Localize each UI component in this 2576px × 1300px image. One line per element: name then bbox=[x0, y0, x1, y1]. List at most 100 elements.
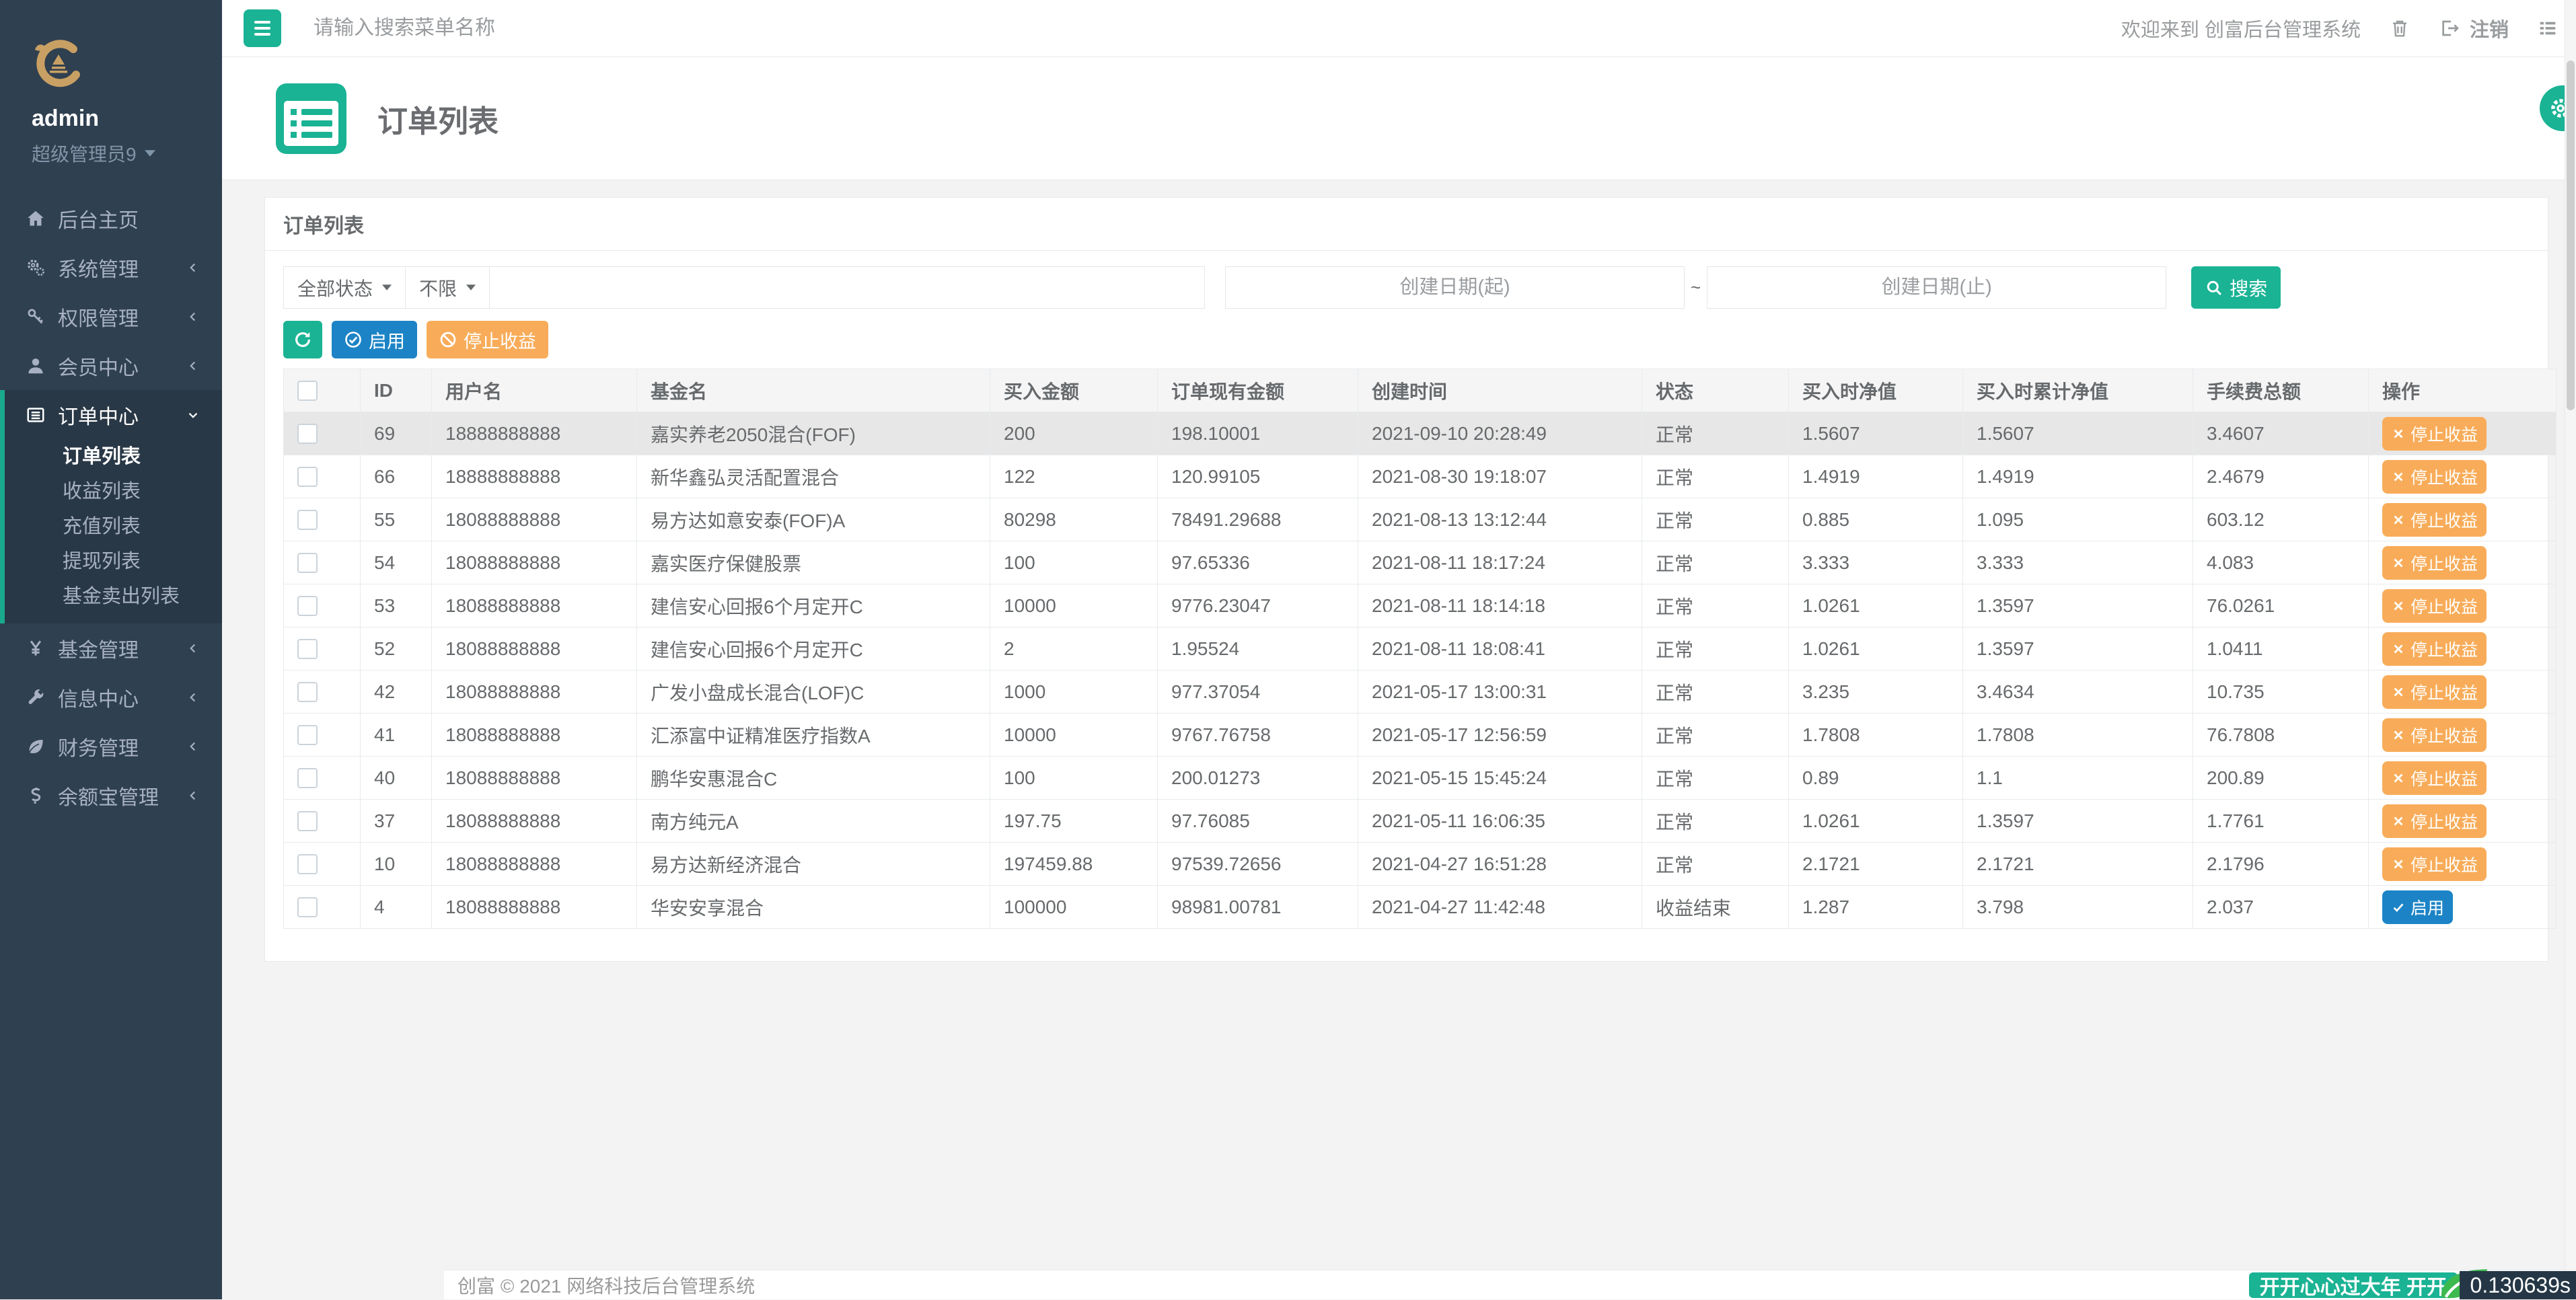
sidebar-item-fund[interactable]: 基金管理 bbox=[5, 623, 222, 673]
row-checkbox[interactable] bbox=[297, 681, 318, 702]
cell-current_amount: 198.10001 bbox=[1157, 412, 1358, 455]
cell-buy_amount: 122 bbox=[990, 455, 1158, 498]
row-checkbox[interactable] bbox=[297, 767, 318, 788]
row-stop-profit-button[interactable]: 停止收益 bbox=[2382, 416, 2487, 451]
sidebar-item-yuebao[interactable]: 余额宝管理 bbox=[5, 771, 222, 820]
vertical-scrollbar[interactable] bbox=[2565, 0, 2576, 1299]
stop-profit-button[interactable]: 停止收益 bbox=[427, 321, 548, 358]
sidebar-item-member[interactable]: 会员中心 bbox=[5, 341, 222, 390]
select-all-checkbox[interactable] bbox=[297, 380, 318, 401]
sidebar-subitem-profit-list[interactable]: 收益列表 bbox=[63, 481, 141, 502]
cell-status: 正常 bbox=[1642, 756, 1789, 800]
row-stop-profit-button[interactable]: 停止收益 bbox=[2382, 675, 2487, 709]
x-icon bbox=[2391, 642, 2406, 656]
cell-username: 18088888888 bbox=[431, 627, 637, 671]
scrollbar-thumb[interactable] bbox=[2567, 61, 2575, 410]
row-action-cell: 停止收益 bbox=[2368, 412, 2556, 455]
row-action-label: 停止收益 bbox=[2411, 425, 2478, 445]
row-stop-profit-button[interactable]: 停止收益 bbox=[2382, 632, 2487, 666]
sidebar-item-home[interactable]: 后台主页 bbox=[5, 194, 222, 243]
sidebar-toggle-button[interactable] bbox=[244, 9, 281, 47]
user-icon bbox=[26, 356, 57, 376]
cell-username: 18088888888 bbox=[431, 541, 637, 584]
enable-button[interactable]: 启用 bbox=[332, 321, 417, 358]
cell-buy_nav: 1.287 bbox=[1788, 885, 1963, 929]
row-stop-profit-button[interactable]: 停止收益 bbox=[2382, 804, 2487, 838]
sidebar-item-order[interactable]: 订单中心 bbox=[5, 390, 222, 439]
promo-badge[interactable]: 开开心心过大年 开开 bbox=[2248, 1272, 2458, 1299]
sidebar-subitem-withdraw-list[interactable]: 提现列表 bbox=[63, 551, 141, 572]
row-checkbox[interactable] bbox=[297, 595, 318, 616]
cell-id: 53 bbox=[360, 584, 432, 627]
footer: 创富 © 2021 网络科技后台管理系统 bbox=[444, 1270, 2576, 1299]
search-button[interactable]: 搜索 bbox=[2191, 266, 2281, 309]
cell-current_amount: 98981.00781 bbox=[1157, 885, 1358, 929]
cell-username: 18088888888 bbox=[431, 498, 637, 541]
cell-buy_acc_nav: 1.3597 bbox=[1962, 584, 2193, 627]
keyword-input[interactable] bbox=[489, 266, 1205, 309]
cell-buy_nav: 1.5607 bbox=[1788, 412, 1963, 455]
cell-fund: 嘉实养老2050混合(FOF) bbox=[636, 412, 990, 455]
toolbar: 启用 停止收益 bbox=[283, 321, 2530, 358]
row-checkbox[interactable] bbox=[297, 810, 318, 831]
search-button-label: 搜索 bbox=[2230, 278, 2268, 299]
cell-buy_acc_nav: 1.095 bbox=[1962, 498, 2193, 541]
filter-input-group: 全部状态 不限 bbox=[283, 266, 1205, 309]
cell-fee_total: 1.0411 bbox=[2193, 627, 2369, 671]
row-checkbox[interactable] bbox=[297, 638, 318, 659]
row-checkbox[interactable] bbox=[297, 552, 318, 573]
trash-icon[interactable] bbox=[2389, 17, 2411, 39]
menu-search-input[interactable] bbox=[314, 17, 825, 40]
sidebar-subitem-order-list[interactable]: 订单列表 bbox=[63, 446, 141, 467]
row-checkbox[interactable] bbox=[297, 466, 318, 487]
row-stop-profit-button[interactable]: 停止收益 bbox=[2382, 761, 2487, 795]
cell-status: 正常 bbox=[1642, 627, 1789, 671]
cell-username: 18088888888 bbox=[431, 584, 637, 627]
row-action-label: 停止收益 bbox=[2411, 597, 2478, 617]
row-checkbox[interactable] bbox=[297, 423, 318, 444]
sidebar-item-label: 信息中心 bbox=[58, 688, 139, 711]
cell-fund: 广发小盘成长混合(LOF)C bbox=[636, 670, 990, 714]
date-end-input[interactable] bbox=[1707, 266, 2167, 309]
sidebar-item-permission[interactable]: 权限管理 bbox=[5, 292, 222, 341]
sidebar-item-finance[interactable]: 财务管理 bbox=[5, 722, 222, 771]
cell-status: 正常 bbox=[1642, 713, 1789, 757]
cell-username: 18088888888 bbox=[431, 670, 637, 714]
row-stop-profit-button[interactable]: 停止收益 bbox=[2382, 459, 2487, 494]
cell-buy_acc_nav: 3.798 bbox=[1962, 885, 2193, 929]
row-action-cell: 停止收益 bbox=[2368, 541, 2556, 584]
cell-buy_nav: 3.235 bbox=[1788, 670, 1963, 714]
row-stop-profit-button[interactable]: 停止收益 bbox=[2382, 502, 2487, 537]
sidebar-subitem-recharge-list[interactable]: 充值列表 bbox=[63, 516, 141, 537]
row-enable-button[interactable]: 启用 bbox=[2382, 890, 2454, 924]
table-row: 52 18088888888 建信安心回报6个月定开C 2 1.95524 2021-08… bbox=[283, 627, 2556, 671]
row-checkbox[interactable] bbox=[297, 853, 318, 874]
row-checkbox[interactable] bbox=[297, 509, 318, 530]
row-stop-profit-button[interactable]: 停止收益 bbox=[2382, 847, 2487, 881]
row-stop-profit-button[interactable]: 停止收益 bbox=[2382, 718, 2487, 752]
topbar: 欢迎来到 创富后台管理系统 注销 bbox=[222, 0, 2576, 57]
logout-button[interactable]: 注销 bbox=[2439, 14, 2509, 42]
row-stop-profit-button[interactable]: 停止收益 bbox=[2382, 545, 2487, 580]
date-start-input[interactable] bbox=[1225, 266, 1685, 309]
column-header: 买入时净值 bbox=[1788, 369, 1963, 412]
row-checkbox[interactable] bbox=[297, 724, 318, 745]
main-area: 欢迎来到 创富后台管理系统 注销 订单列表 订单列表 bbox=[222, 0, 2576, 1299]
cell-buy_amount: 80298 bbox=[990, 498, 1158, 541]
row-stop-profit-button[interactable]: 停止收益 bbox=[2382, 588, 2487, 623]
admin-role-dropdown[interactable]: 超级管理员9 bbox=[32, 140, 222, 167]
cell-buy_amount: 100 bbox=[990, 756, 1158, 800]
sidebar-subitem-fund-sell-list[interactable]: 基金卖出列表 bbox=[63, 586, 180, 607]
list-panel-icon[interactable] bbox=[2537, 17, 2559, 39]
sidebar-item-system[interactable]: 系统管理 bbox=[5, 243, 222, 292]
limit-dropdown[interactable]: 不限 bbox=[405, 266, 490, 309]
cell-fund: 易方达如意安泰(FOF)A bbox=[636, 498, 990, 541]
home-icon bbox=[26, 208, 57, 229]
sidebar-item-info[interactable]: 信息中心 bbox=[5, 673, 222, 722]
refresh-button[interactable] bbox=[283, 321, 322, 358]
row-checkbox[interactable] bbox=[297, 896, 318, 917]
cell-id: 52 bbox=[360, 627, 432, 671]
refresh-icon bbox=[295, 332, 310, 347]
cell-status: 正常 bbox=[1642, 799, 1789, 843]
status-dropdown[interactable]: 全部状态 bbox=[283, 266, 406, 309]
